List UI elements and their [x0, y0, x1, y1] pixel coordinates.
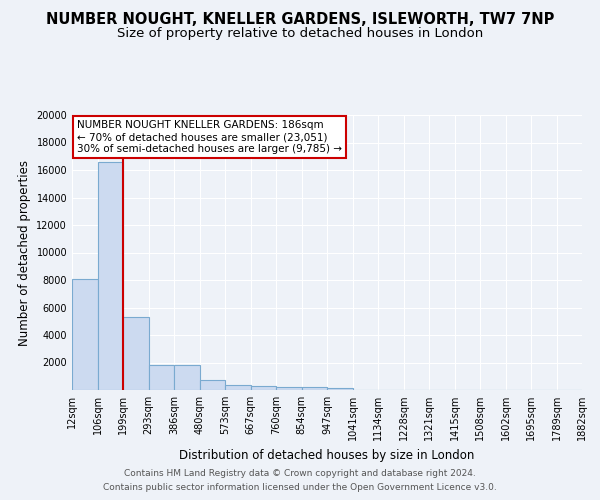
Bar	[72, 278, 97, 390]
Bar	[327, 388, 353, 390]
Bar	[174, 364, 199, 390]
Y-axis label: Number of detached properties: Number of detached properties	[18, 160, 31, 346]
Text: Size of property relative to detached houses in London: Size of property relative to detached ho…	[117, 28, 483, 40]
Text: NUMBER NOUGHT KNELLER GARDENS: 186sqm
← 70% of detached houses are smaller (23,0: NUMBER NOUGHT KNELLER GARDENS: 186sqm ← …	[77, 120, 342, 154]
Bar	[97, 162, 123, 390]
Bar	[225, 385, 251, 390]
Bar	[276, 387, 302, 390]
Text: NUMBER NOUGHT, KNELLER GARDENS, ISLEWORTH, TW7 7NP: NUMBER NOUGHT, KNELLER GARDENS, ISLEWORT…	[46, 12, 554, 28]
Text: Contains HM Land Registry data © Crown copyright and database right 2024.: Contains HM Land Registry data © Crown c…	[124, 468, 476, 477]
Bar	[199, 380, 225, 390]
Bar	[123, 317, 149, 390]
Bar	[251, 386, 276, 390]
Bar	[302, 387, 327, 390]
X-axis label: Distribution of detached houses by size in London: Distribution of detached houses by size …	[179, 448, 475, 462]
Bar	[149, 364, 174, 390]
Text: Contains public sector information licensed under the Open Government Licence v3: Contains public sector information licen…	[103, 484, 497, 492]
